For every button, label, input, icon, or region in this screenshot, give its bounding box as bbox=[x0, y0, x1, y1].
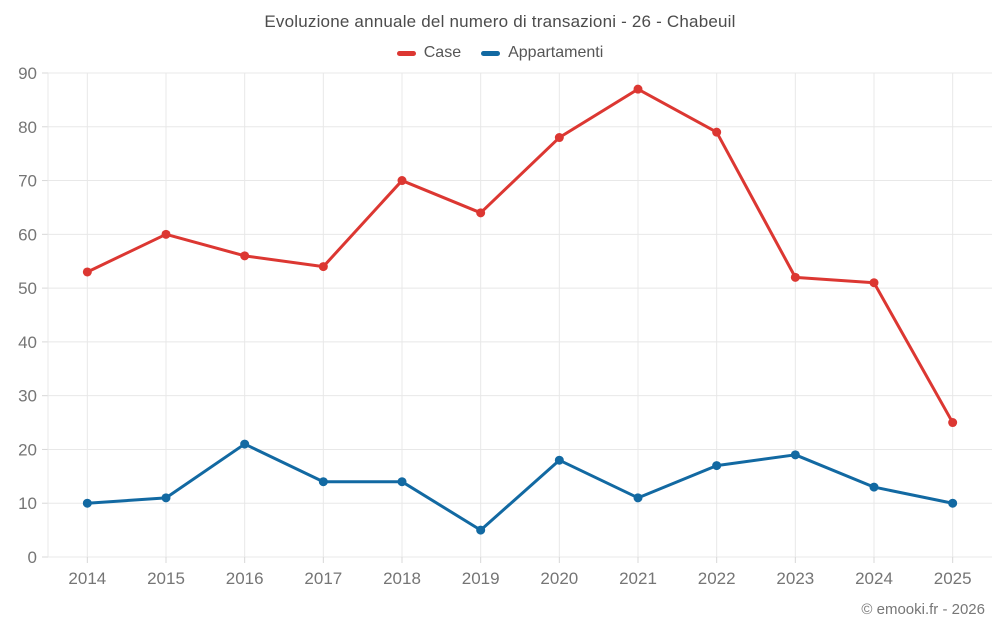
y-axis-label: 50 bbox=[18, 279, 37, 298]
data-point-appartamenti-2019[interactable] bbox=[476, 525, 486, 535]
data-point-appartamenti-2015[interactable] bbox=[161, 493, 171, 503]
series-line-appartamenti bbox=[85, 442, 955, 532]
chart-legend: Case Appartamenti bbox=[0, 44, 1000, 62]
x-axis-label: 2022 bbox=[698, 569, 736, 588]
data-point-case-2014[interactable] bbox=[82, 267, 92, 277]
x-axis-label: 2018 bbox=[383, 569, 421, 588]
x-axis-label: 2019 bbox=[462, 569, 500, 588]
data-point-appartamenti-2017[interactable] bbox=[318, 477, 328, 487]
data-point-case-2019[interactable] bbox=[476, 208, 486, 218]
data-point-appartamenti-2021[interactable] bbox=[633, 493, 643, 503]
legend-label-appartamenti: Appartamenti bbox=[508, 44, 604, 61]
y-axis-label: 60 bbox=[18, 225, 37, 244]
data-point-case-2024[interactable] bbox=[869, 278, 879, 288]
y-axis-label: 0 bbox=[28, 548, 37, 567]
data-point-appartamenti-2023[interactable] bbox=[790, 450, 800, 460]
legend-label-case: Case bbox=[423, 44, 462, 61]
data-point-appartamenti-2024[interactable] bbox=[869, 482, 879, 492]
x-axis-label: 2023 bbox=[776, 569, 814, 588]
legend-swatch-case-icon bbox=[396, 50, 416, 56]
legend-item-case[interactable]: Case bbox=[396, 44, 462, 62]
copyright-watermark: © emooki.fr - 2026 bbox=[861, 601, 985, 618]
chart-title: Evoluzione annuale del numero di transaz… bbox=[264, 12, 736, 31]
data-point-appartamenti-2020[interactable] bbox=[554, 455, 564, 465]
x-axis-label: 2021 bbox=[619, 569, 657, 588]
x-axis-label: 2015 bbox=[147, 569, 185, 588]
data-point-case-2015[interactable] bbox=[161, 229, 171, 239]
y-axis-label: 90 bbox=[18, 64, 37, 83]
data-point-case-2020[interactable] bbox=[554, 133, 564, 143]
series-line-case bbox=[85, 87, 955, 425]
data-point-appartamenti-2025[interactable] bbox=[948, 498, 958, 508]
data-point-case-2017[interactable] bbox=[318, 262, 328, 272]
y-axis-label: 70 bbox=[18, 172, 37, 191]
data-point-case-2016[interactable] bbox=[240, 251, 250, 261]
data-point-case-2023[interactable] bbox=[790, 272, 800, 282]
data-point-case-2021[interactable] bbox=[633, 84, 643, 94]
data-point-appartamenti-2018[interactable] bbox=[397, 477, 407, 487]
x-axis-label: 2016 bbox=[226, 569, 264, 588]
y-axis-label: 40 bbox=[18, 333, 37, 352]
data-point-appartamenti-2016[interactable] bbox=[240, 439, 250, 449]
data-point-appartamenti-2014[interactable] bbox=[82, 498, 92, 508]
data-point-case-2022[interactable] bbox=[712, 127, 722, 137]
data-point-case-2025[interactable] bbox=[948, 418, 958, 428]
y-axis-label: 30 bbox=[18, 387, 37, 406]
y-axis-label: 80 bbox=[18, 118, 37, 137]
x-axis-label: 2020 bbox=[540, 569, 578, 588]
y-axis-label: 20 bbox=[18, 440, 37, 459]
y-axis-label: 10 bbox=[18, 494, 37, 513]
data-point-appartamenti-2022[interactable] bbox=[712, 461, 722, 471]
x-axis-label: 2025 bbox=[934, 569, 972, 588]
legend-item-appartamenti[interactable]: Appartamenti bbox=[481, 44, 603, 62]
x-axis-label: 2014 bbox=[68, 569, 106, 588]
x-axis-label: 2024 bbox=[855, 569, 893, 588]
x-axis-label: 2017 bbox=[304, 569, 342, 588]
legend-swatch-appartamenti-icon bbox=[481, 50, 501, 56]
data-point-case-2018[interactable] bbox=[397, 176, 407, 186]
